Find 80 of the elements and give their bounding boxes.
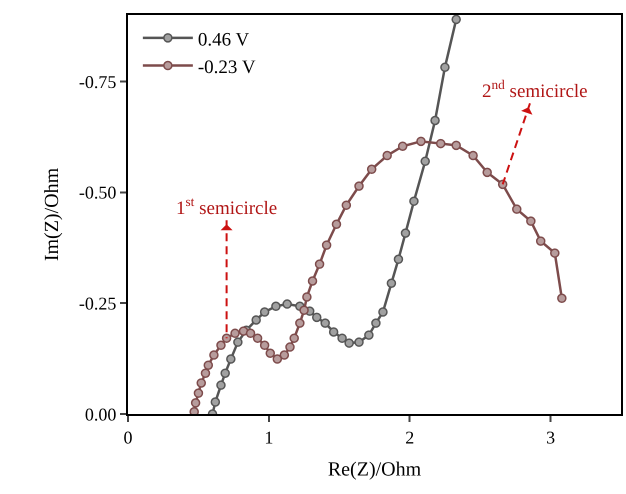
point (280, 350, 290, 360)
y-tick-label: 0.00 (84, 404, 116, 424)
point (285, 342, 295, 352)
legend-label: 0.46 V (198, 29, 250, 50)
y-tick-label: -0.75 (78, 72, 116, 92)
point (266, 348, 276, 358)
y-tick-label: -0.25 (78, 293, 116, 314)
point (216, 380, 226, 390)
point (320, 318, 330, 328)
point (468, 150, 478, 160)
point (190, 398, 200, 408)
point (337, 333, 347, 343)
point (282, 299, 292, 309)
point (210, 397, 220, 407)
point (342, 200, 352, 210)
point (526, 216, 536, 226)
point (230, 328, 240, 338)
point (226, 354, 236, 364)
point (299, 306, 309, 316)
point (233, 337, 243, 347)
point (204, 360, 214, 370)
point (440, 62, 450, 72)
point (536, 236, 546, 246)
point (200, 368, 210, 378)
point (328, 327, 338, 337)
point (354, 181, 364, 191)
y-tick-label: -0.50 (78, 182, 116, 203)
point (251, 315, 261, 325)
point (394, 254, 404, 264)
point (216, 340, 226, 350)
point (314, 259, 324, 269)
point (272, 354, 282, 364)
point (416, 136, 426, 146)
x-tick-label: 0 (124, 428, 132, 448)
point (378, 307, 388, 317)
point (482, 168, 492, 178)
point (344, 338, 354, 348)
point (189, 407, 199, 414)
point (260, 340, 270, 350)
x-tick-label: 1 (264, 428, 274, 448)
annotation: 1$^{st}$ semicircle (176, 194, 278, 219)
point (252, 333, 262, 343)
point (222, 333, 232, 343)
point (400, 228, 410, 238)
point (302, 292, 312, 302)
point (557, 294, 567, 304)
point (354, 337, 364, 347)
x-tick-label: 2 (405, 428, 414, 448)
point (409, 196, 419, 206)
point (386, 278, 396, 288)
y-axis-title: Im(Z)/Ohm (40, 167, 63, 262)
point (209, 350, 219, 360)
point (289, 333, 299, 343)
x-tick-label: 3 (546, 428, 556, 448)
point (196, 378, 206, 388)
point (322, 240, 332, 250)
point (550, 248, 560, 258)
point (366, 164, 376, 174)
point (364, 330, 374, 340)
point (312, 312, 322, 322)
point (371, 318, 381, 328)
point (246, 328, 256, 338)
point (398, 141, 408, 151)
point (308, 276, 318, 286)
point (295, 318, 305, 328)
point (436, 138, 446, 148)
point (430, 116, 440, 126)
point (194, 388, 204, 398)
point (512, 204, 522, 214)
point (451, 15, 461, 24)
point (260, 307, 270, 317)
point (451, 140, 461, 150)
point (271, 302, 281, 312)
annotation: 2$^{nd}$ semicircle (482, 77, 588, 102)
legend-label: -0.23 V (198, 56, 256, 78)
point (220, 368, 230, 378)
point (420, 156, 430, 166)
point (332, 220, 342, 229)
point (382, 150, 392, 160)
x-axis-title: Re(Z)/Ohm (328, 458, 422, 481)
